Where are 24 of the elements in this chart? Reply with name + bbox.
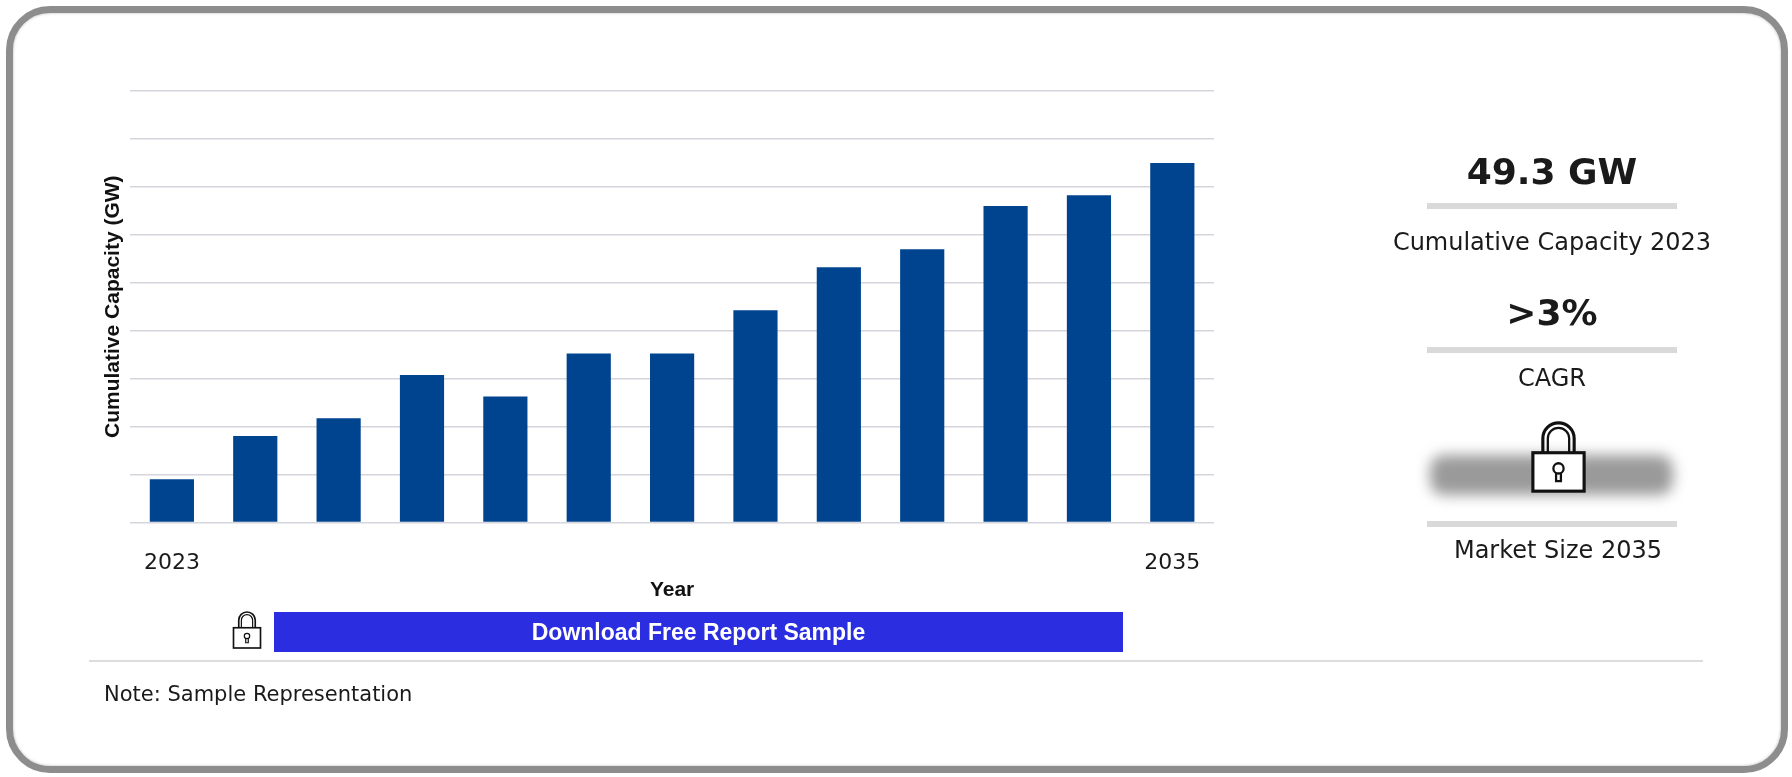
- text: Cumulative Capacity 2023: [1391, 227, 1713, 257]
- bar: [566, 353, 611, 522]
- bar: [483, 396, 528, 522]
- bar: [233, 436, 278, 522]
- download-banner: Download Free Report Sample: [274, 612, 1123, 652]
- bar: [316, 418, 361, 522]
- bar: [816, 267, 861, 522]
- bar: [1066, 195, 1112, 522]
- text: >3%: [1505, 291, 1599, 335]
- y-axis-title: Cumulative Capacity (GW): [100, 175, 124, 438]
- bar: [983, 206, 1028, 522]
- bar: [900, 249, 945, 522]
- text: 49.3 GW: [1465, 150, 1639, 194]
- bar: [650, 353, 695, 522]
- bar: [399, 375, 445, 522]
- x-axis-title: Year: [649, 577, 695, 601]
- text: Note: Sample Representation: [104, 682, 413, 708]
- bar: [149, 479, 194, 522]
- text: CAGR: [1517, 363, 1587, 393]
- x-tick-label: 2035: [1144, 549, 1201, 575]
- bar: [733, 310, 778, 522]
- x-tick-label: 2023: [143, 549, 200, 575]
- bar: [1150, 162, 1195, 522]
- text: Market Size 2035: [1452, 535, 1664, 565]
